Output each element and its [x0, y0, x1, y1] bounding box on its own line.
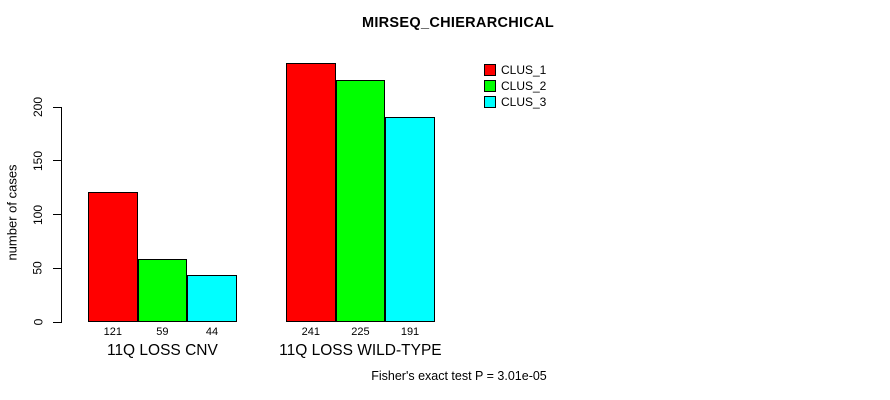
y-tick-label-text: 0 [31, 318, 45, 326]
bar-value-label: 44 [205, 326, 219, 338]
y-tick-label-text: 200 [31, 96, 45, 118]
y-axis-tick [53, 214, 61, 215]
y-axis-tick [53, 160, 61, 162]
bar-value-label: 121 [103, 326, 122, 338]
legend: CLUS_1 CLUS_2 CLUS_3 [484, 62, 546, 110]
legend-item-clus_2: CLUS_2 [484, 78, 546, 94]
y-tick-label: 50 [18, 248, 58, 288]
y-tick-label: 100 [18, 195, 58, 235]
legend-swatch-clus_1 [484, 64, 496, 76]
legend-item-clus_1: CLUS_1 [484, 62, 546, 78]
statistic-caption: Fisher's exact test P = 3.01e-05 [371, 369, 547, 383]
legend-item-clus_3: CLUS_3 [484, 94, 546, 110]
y-tick-label: 0 [18, 302, 58, 342]
bar-clus_3-group1 [187, 274, 237, 322]
bar-clus_1-group2 [286, 62, 336, 322]
y-tick-label-text: 50 [30, 261, 45, 275]
y-axis-tick [53, 106, 61, 108]
legend-swatch-clus_3 [484, 96, 496, 108]
category-label: 11Q LOSS WILD-TYPE [279, 342, 442, 359]
bar-value-label: 191 [400, 326, 420, 338]
bar-clus_1-group1 [88, 191, 138, 322]
legend-swatch-clus_2 [484, 80, 496, 92]
bar-clus_3-group2 [385, 116, 435, 322]
bar-clus_2-group2 [335, 80, 386, 322]
chart-title: MIRSEQ_CHIERARCHICAL [361, 15, 555, 31]
y-tick-label: 150 [18, 141, 58, 181]
y-axis-line [61, 107, 62, 323]
category-label: 11Q LOSS CNV [106, 342, 218, 359]
y-tick-label-text: 100 [31, 204, 45, 225]
legend-label: CLUS_3 [501, 95, 547, 109]
y-tick-label-text: 150 [31, 150, 45, 171]
legend-label: CLUS_1 [501, 63, 547, 77]
bar-value-label: 59 [156, 326, 169, 338]
y-axis-tick [53, 267, 61, 269]
y-axis-tick [53, 321, 61, 323]
y-tick-label: 200 [18, 87, 58, 127]
bar-value-label: 225 [351, 326, 370, 338]
legend-label: CLUS_2 [501, 79, 547, 93]
bar-value-label: 241 [301, 326, 320, 338]
bar-clus_2-group1 [137, 258, 188, 322]
